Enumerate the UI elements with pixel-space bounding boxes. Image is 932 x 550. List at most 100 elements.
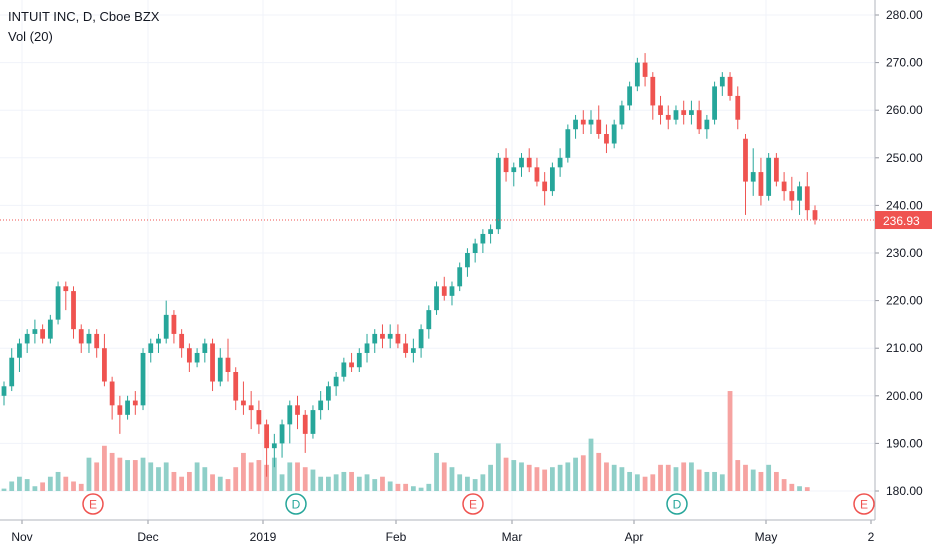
- volume-bar: [295, 462, 300, 491]
- volume-bar: [696, 469, 702, 491]
- candle-body: [650, 76, 656, 106]
- candle-body: [766, 157, 772, 196]
- x-tick-label: Nov: [11, 530, 32, 544]
- volume-bar: [326, 476, 331, 491]
- volume-bar: [233, 467, 239, 491]
- x-tick-label: 2: [868, 530, 875, 544]
- candle-body: [658, 105, 663, 115]
- volume-bar: [94, 462, 100, 491]
- earnings-marker[interactable]: [462, 493, 484, 515]
- candle-body: [32, 329, 38, 334]
- volume-bar: [457, 474, 463, 491]
- volume-bar: [580, 455, 586, 491]
- candle-body: [241, 400, 246, 406]
- volume-bar: [395, 483, 401, 491]
- x-tick-label: Dec: [137, 530, 158, 544]
- last-price-label: 236.93: [883, 214, 920, 228]
- candle-body: [588, 119, 594, 125]
- candle-body: [156, 338, 161, 344]
- candle-body: [743, 138, 748, 182]
- candle-body: [642, 62, 648, 77]
- candle-body: [773, 157, 779, 182]
- candle-body: [789, 191, 795, 201]
- earnings-marker[interactable]: [853, 493, 875, 515]
- x-tick-label: Feb: [386, 530, 407, 544]
- event-marker-label: D: [673, 498, 682, 512]
- candle-body: [704, 119, 710, 130]
- candle-body: [472, 243, 478, 253]
- candle-body: [611, 124, 617, 144]
- volume-bar: [287, 462, 293, 491]
- volume-bar: [519, 462, 524, 491]
- volume-bar: [132, 460, 138, 491]
- volume-bar: [526, 464, 532, 491]
- candle-body: [395, 333, 401, 344]
- volume-bar: [472, 479, 478, 491]
- candle-body: [619, 105, 625, 125]
- candle-body: [387, 333, 393, 339]
- volume-bar: [758, 471, 764, 491]
- volume-bar: [658, 464, 663, 491]
- candle-body: [727, 76, 733, 96]
- volume-bar: [349, 471, 354, 491]
- volume-bar: [735, 460, 741, 491]
- candle-body: [410, 348, 416, 353]
- dividend-marker[interactable]: [285, 493, 307, 515]
- candle-body: [465, 253, 470, 268]
- candle-body: [812, 210, 818, 220]
- candle-body: [665, 114, 671, 120]
- dividend-marker[interactable]: [666, 493, 688, 515]
- candle-body: [217, 357, 223, 382]
- volume-bar: [488, 464, 493, 491]
- y-tick-label: 270.00: [886, 56, 923, 70]
- volume-bar: [225, 479, 231, 491]
- volume-bar: [689, 462, 694, 491]
- volume-bar: [140, 457, 146, 491]
- candle-body: [186, 348, 192, 363]
- volume-bar: [743, 464, 748, 491]
- y-tick-label: 200.00: [886, 389, 923, 403]
- candle-body: [287, 405, 293, 425]
- volume-bar: [40, 482, 46, 491]
- candle-body: [295, 405, 300, 415]
- volume-bar: [441, 462, 447, 491]
- volume-bar: [766, 464, 772, 491]
- volume-bar: [341, 471, 347, 491]
- volume-bar: [9, 481, 15, 491]
- volume-bar: [256, 460, 262, 491]
- volume-bar: [1, 488, 7, 491]
- candle-body: [109, 381, 115, 406]
- candle-body: [542, 181, 548, 192]
- volume-bar: [727, 391, 733, 491]
- volume-bar: [634, 474, 640, 491]
- event-marker-label: E: [860, 498, 868, 512]
- volume-bar: [24, 479, 30, 491]
- volume-bar: [109, 452, 115, 491]
- volume-bar: [179, 476, 185, 491]
- y-tick-label: 250.00: [886, 151, 923, 165]
- candle-body: [596, 119, 602, 134]
- candle-body: [1, 386, 7, 396]
- candle-body: [318, 400, 324, 411]
- volume-bar: [63, 476, 69, 491]
- x-tick-label: 2019: [250, 530, 277, 544]
- candle-body: [310, 410, 316, 434]
- earnings-marker[interactable]: [82, 493, 104, 515]
- candle-body: [503, 157, 509, 173]
- candle-body: [256, 410, 262, 425]
- y-tick-label: 180.00: [886, 484, 923, 498]
- candle-body: [17, 343, 22, 358]
- volume-bar: [611, 464, 617, 491]
- candle-body: [580, 119, 586, 125]
- volume-bar: [163, 462, 169, 491]
- y-tick-label: 210.00: [886, 341, 923, 355]
- candle-body: [696, 110, 702, 130]
- volume-bar: [310, 469, 316, 491]
- candle-body: [712, 86, 717, 120]
- candle-body: [24, 333, 30, 344]
- volume-bar: [627, 471, 633, 491]
- y-tick-label: 230.00: [886, 246, 923, 260]
- candle-body: [627, 86, 633, 106]
- y-tick-label: 190.00: [886, 436, 923, 450]
